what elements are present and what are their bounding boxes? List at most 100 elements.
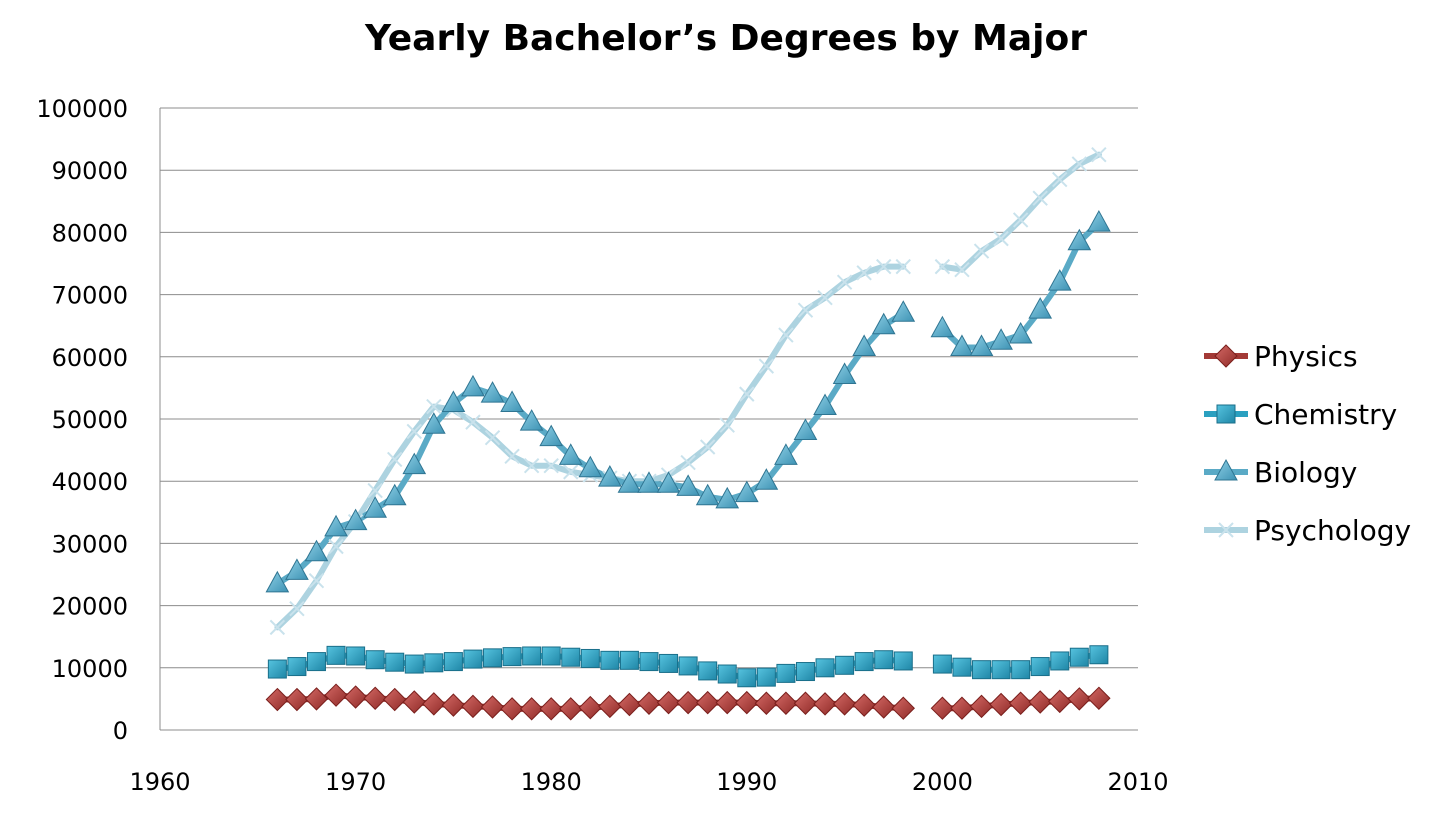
biology-marker — [441, 390, 466, 412]
psychology-marker — [758, 358, 775, 374]
chemistry-marker — [737, 668, 757, 688]
biology-marker — [558, 443, 583, 465]
biology-marker — [1008, 321, 1033, 344]
x-tick-label: 1960 — [129, 768, 190, 796]
legend-item-psychology: Psychology — [1204, 514, 1411, 547]
chemistry-marker — [795, 662, 815, 682]
biology-marker — [774, 443, 798, 465]
legend: Physics Chemistry Biology Psychology — [1204, 340, 1411, 547]
biology-marker — [832, 362, 857, 384]
psychology-marker — [1052, 171, 1068, 188]
x-tick-label: 1980 — [521, 768, 582, 796]
psychology-marker — [719, 417, 735, 433]
chemistry-marker — [698, 661, 718, 681]
biology-marker — [637, 471, 661, 493]
physics-marker — [1028, 690, 1052, 714]
y-tick-label: 100000 — [36, 95, 128, 123]
x-tick-label: 1970 — [325, 768, 386, 796]
physics-marker — [343, 685, 368, 709]
physics-marker — [813, 692, 837, 716]
physics-marker — [930, 696, 955, 720]
chemistry-marker — [580, 648, 600, 668]
chemistry-marker — [385, 652, 405, 672]
chemistry-marker — [1050, 651, 1070, 671]
physics-marker — [480, 695, 505, 719]
biology-marker — [480, 381, 505, 403]
biology-marker — [539, 424, 564, 447]
psychology-marker — [1071, 156, 1088, 172]
y-tick-label: 0 — [113, 717, 128, 745]
chemistry-marker — [306, 652, 326, 672]
biology-marker — [891, 300, 916, 322]
psychology-marker — [504, 448, 520, 465]
chemistry-marker — [952, 657, 972, 677]
chemistry-marker — [522, 646, 542, 666]
biology-marker — [598, 465, 622, 487]
biology-marker — [421, 412, 446, 434]
psychology-marker — [895, 258, 911, 275]
physics-marker — [950, 696, 974, 720]
y-tick-label: 50000 — [52, 406, 128, 434]
physics-marker — [852, 693, 876, 717]
psychology-marker — [328, 538, 344, 555]
psychology-marker — [1012, 212, 1029, 228]
biology-marker — [382, 483, 407, 506]
biology-marker — [304, 539, 329, 562]
chemistry-marker — [443, 652, 463, 672]
biology-marker — [734, 480, 759, 503]
physics-marker — [891, 696, 915, 720]
chemistry-marker — [619, 650, 639, 670]
psychology-marker — [856, 265, 872, 281]
biology-marker — [695, 483, 720, 506]
legend-item-chemistry: Chemistry — [1204, 398, 1397, 431]
psychology-marker — [426, 398, 442, 415]
biology-marker — [813, 393, 837, 416]
psychology-series-line — [274, 151, 1102, 631]
biology-marker — [324, 514, 348, 537]
series-markers — [265, 146, 1111, 721]
physics-marker — [559, 697, 583, 721]
y-tick-label: 20000 — [52, 593, 128, 621]
physics-marker — [793, 691, 818, 715]
axes: 0 10000 20000 30000 40000 50000 60000 70000 8000… — [36, 95, 1168, 796]
physics-marker — [637, 691, 661, 715]
chemistry-marker — [424, 653, 444, 673]
physics-marker — [617, 692, 642, 717]
biology-series-line — [274, 220, 1102, 587]
chemistry-marker — [835, 655, 855, 675]
legend-label-chemistry: Chemistry — [1254, 398, 1397, 431]
physics-marker — [578, 695, 603, 720]
y-tick-label: 10000 — [52, 655, 128, 683]
psychology-marker — [465, 414, 481, 430]
psychology-marker — [1091, 146, 1107, 163]
chemistry-marker — [463, 649, 483, 669]
psychology-marker — [739, 386, 755, 402]
biology-marker — [754, 468, 779, 490]
psychology-marker — [876, 258, 892, 275]
physics-marker — [441, 693, 466, 717]
psychology-marker — [973, 243, 990, 259]
chemistry-marker — [972, 660, 992, 680]
physics-marker — [324, 683, 348, 707]
physics-marker — [656, 690, 681, 715]
biology-marker — [578, 455, 603, 478]
grid-lines — [160, 107, 1138, 669]
physics-marker — [422, 692, 446, 716]
psychology-marker — [523, 457, 540, 474]
psychology-marker — [543, 457, 559, 474]
chemistry-marker — [326, 645, 346, 665]
physics-marker — [402, 690, 426, 714]
chemistry-marker — [1011, 660, 1031, 680]
physics-marker — [735, 690, 759, 715]
chemistry-marker — [854, 652, 874, 672]
chemistry-marker — [267, 659, 287, 679]
series-lines — [274, 151, 1102, 712]
biology-marker — [363, 496, 388, 518]
biology-marker — [852, 334, 877, 356]
legend-label-biology: Biology — [1254, 456, 1357, 489]
psychology-marker — [269, 619, 286, 636]
biology-marker — [715, 486, 740, 509]
physics-marker — [676, 690, 700, 715]
psychology-marker — [484, 429, 501, 446]
